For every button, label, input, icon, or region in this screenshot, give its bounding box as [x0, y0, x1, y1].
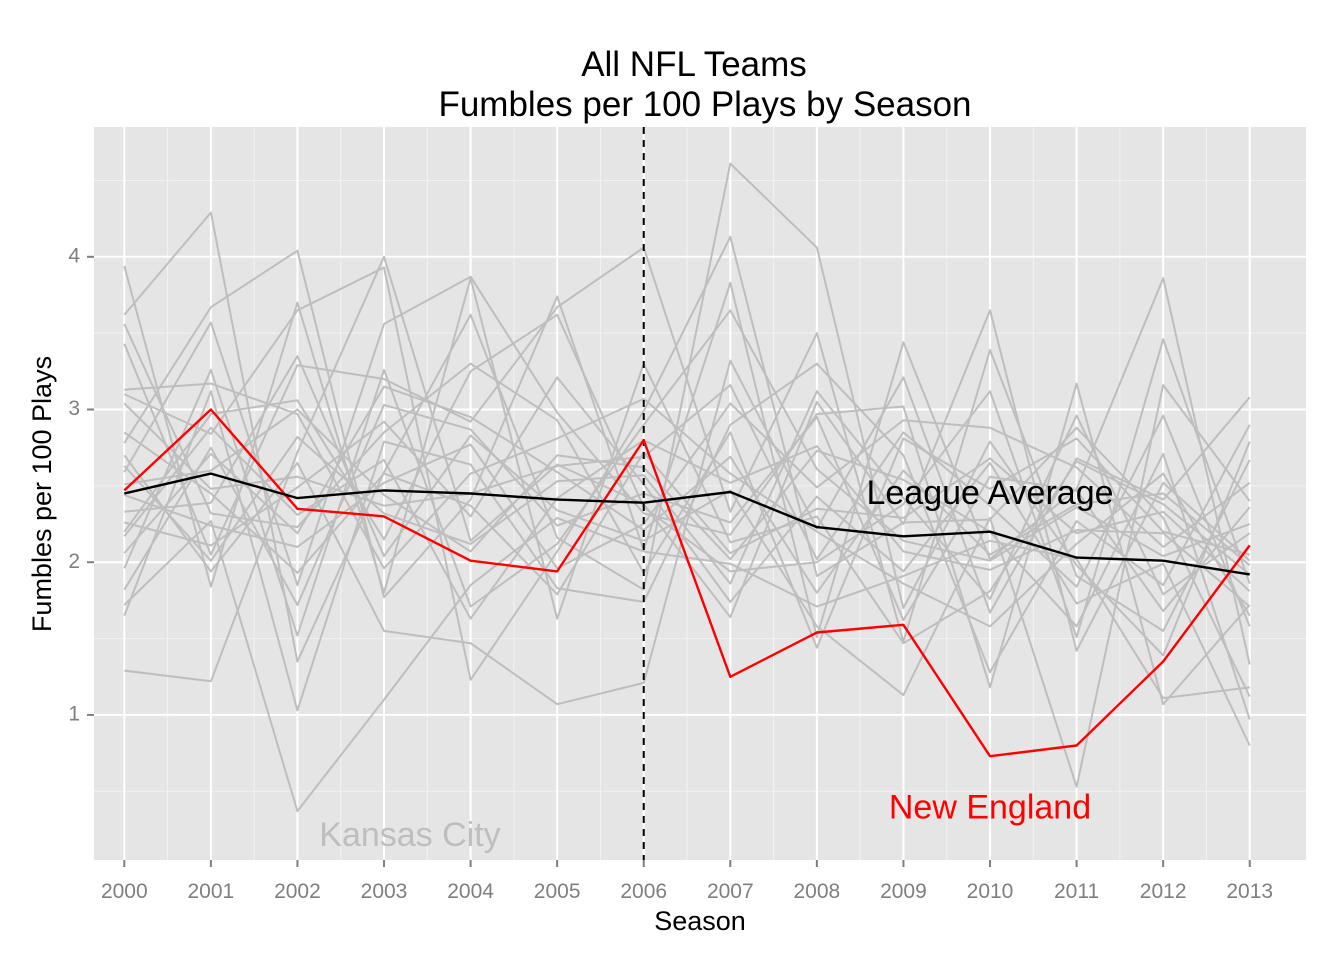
x-tick-label: 2001: [188, 880, 235, 903]
team-line: [123, 246, 1251, 643]
y-tick-label: 1: [68, 702, 80, 725]
y-tick-label: 4: [68, 244, 80, 267]
annotation-layer: League Average New England Kansas City: [319, 474, 1113, 854]
team-line: [123, 402, 1251, 570]
annotation-kansas-city: Kansas City: [319, 816, 500, 854]
team-line: [123, 431, 1251, 596]
team-line: [123, 403, 1251, 622]
average-layer: [124, 472, 1250, 576]
x-axis-title: Season: [654, 906, 746, 936]
x-tick-label: 2011: [1054, 880, 1099, 903]
x-tick-label: 2000: [101, 880, 148, 903]
y-tick-label: 2: [68, 550, 80, 573]
chart-title: All NFL Teams: [581, 45, 807, 84]
team-line: [123, 249, 1251, 665]
team-line: [124, 408, 1251, 720]
major-gridlines: [94, 127, 1306, 860]
team-line: [124, 376, 1251, 746]
x-tick-label: 2007: [707, 880, 754, 903]
x-tick-label: 2009: [880, 880, 927, 903]
x-tick-label: 2002: [274, 880, 321, 903]
x-tick-label: 2003: [361, 880, 408, 903]
x-tick-label: 2008: [794, 880, 841, 903]
x-tick-label: 2005: [534, 880, 581, 903]
team-line: [123, 235, 1251, 698]
team-line: [123, 384, 1251, 627]
highlight-layer: [123, 408, 1251, 758]
annotation-new-england: New England: [889, 789, 1091, 827]
x-tick-label: 2004: [447, 880, 494, 903]
chart-subtitle: Fumbles per 100 Plays by Season: [438, 85, 971, 124]
y-axis-title: Fumbles per 100 Plays: [27, 356, 57, 632]
team-line: [124, 382, 1251, 628]
team-line: [123, 390, 1251, 600]
y-tick-label: 3: [68, 397, 80, 420]
annotation-league-average: League Average: [866, 474, 1113, 512]
team-line: [123, 359, 1251, 706]
team-line: [123, 385, 1251, 594]
x-tick-label: 2012: [1140, 880, 1187, 903]
team-line: [123, 426, 1251, 620]
league-average-line: [124, 472, 1250, 576]
team-lines: [123, 162, 1251, 813]
x-tick-label: 2006: [620, 880, 667, 903]
team-line: [123, 309, 1251, 637]
axis-layer: 2000 2001 2002 2003 2004 2005 2006 2007 2008 2009…: [68, 244, 1273, 903]
new-england-line: [123, 408, 1251, 758]
x-tick-label: 2013: [1226, 880, 1273, 903]
x-tick-label: 2010: [967, 880, 1014, 903]
